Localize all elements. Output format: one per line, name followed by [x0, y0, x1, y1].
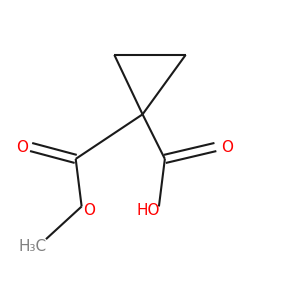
Text: H₃C: H₃C — [19, 239, 47, 254]
Text: HO: HO — [137, 203, 160, 218]
Text: O: O — [221, 140, 233, 154]
Text: O: O — [16, 140, 28, 154]
Text: O: O — [83, 203, 95, 218]
